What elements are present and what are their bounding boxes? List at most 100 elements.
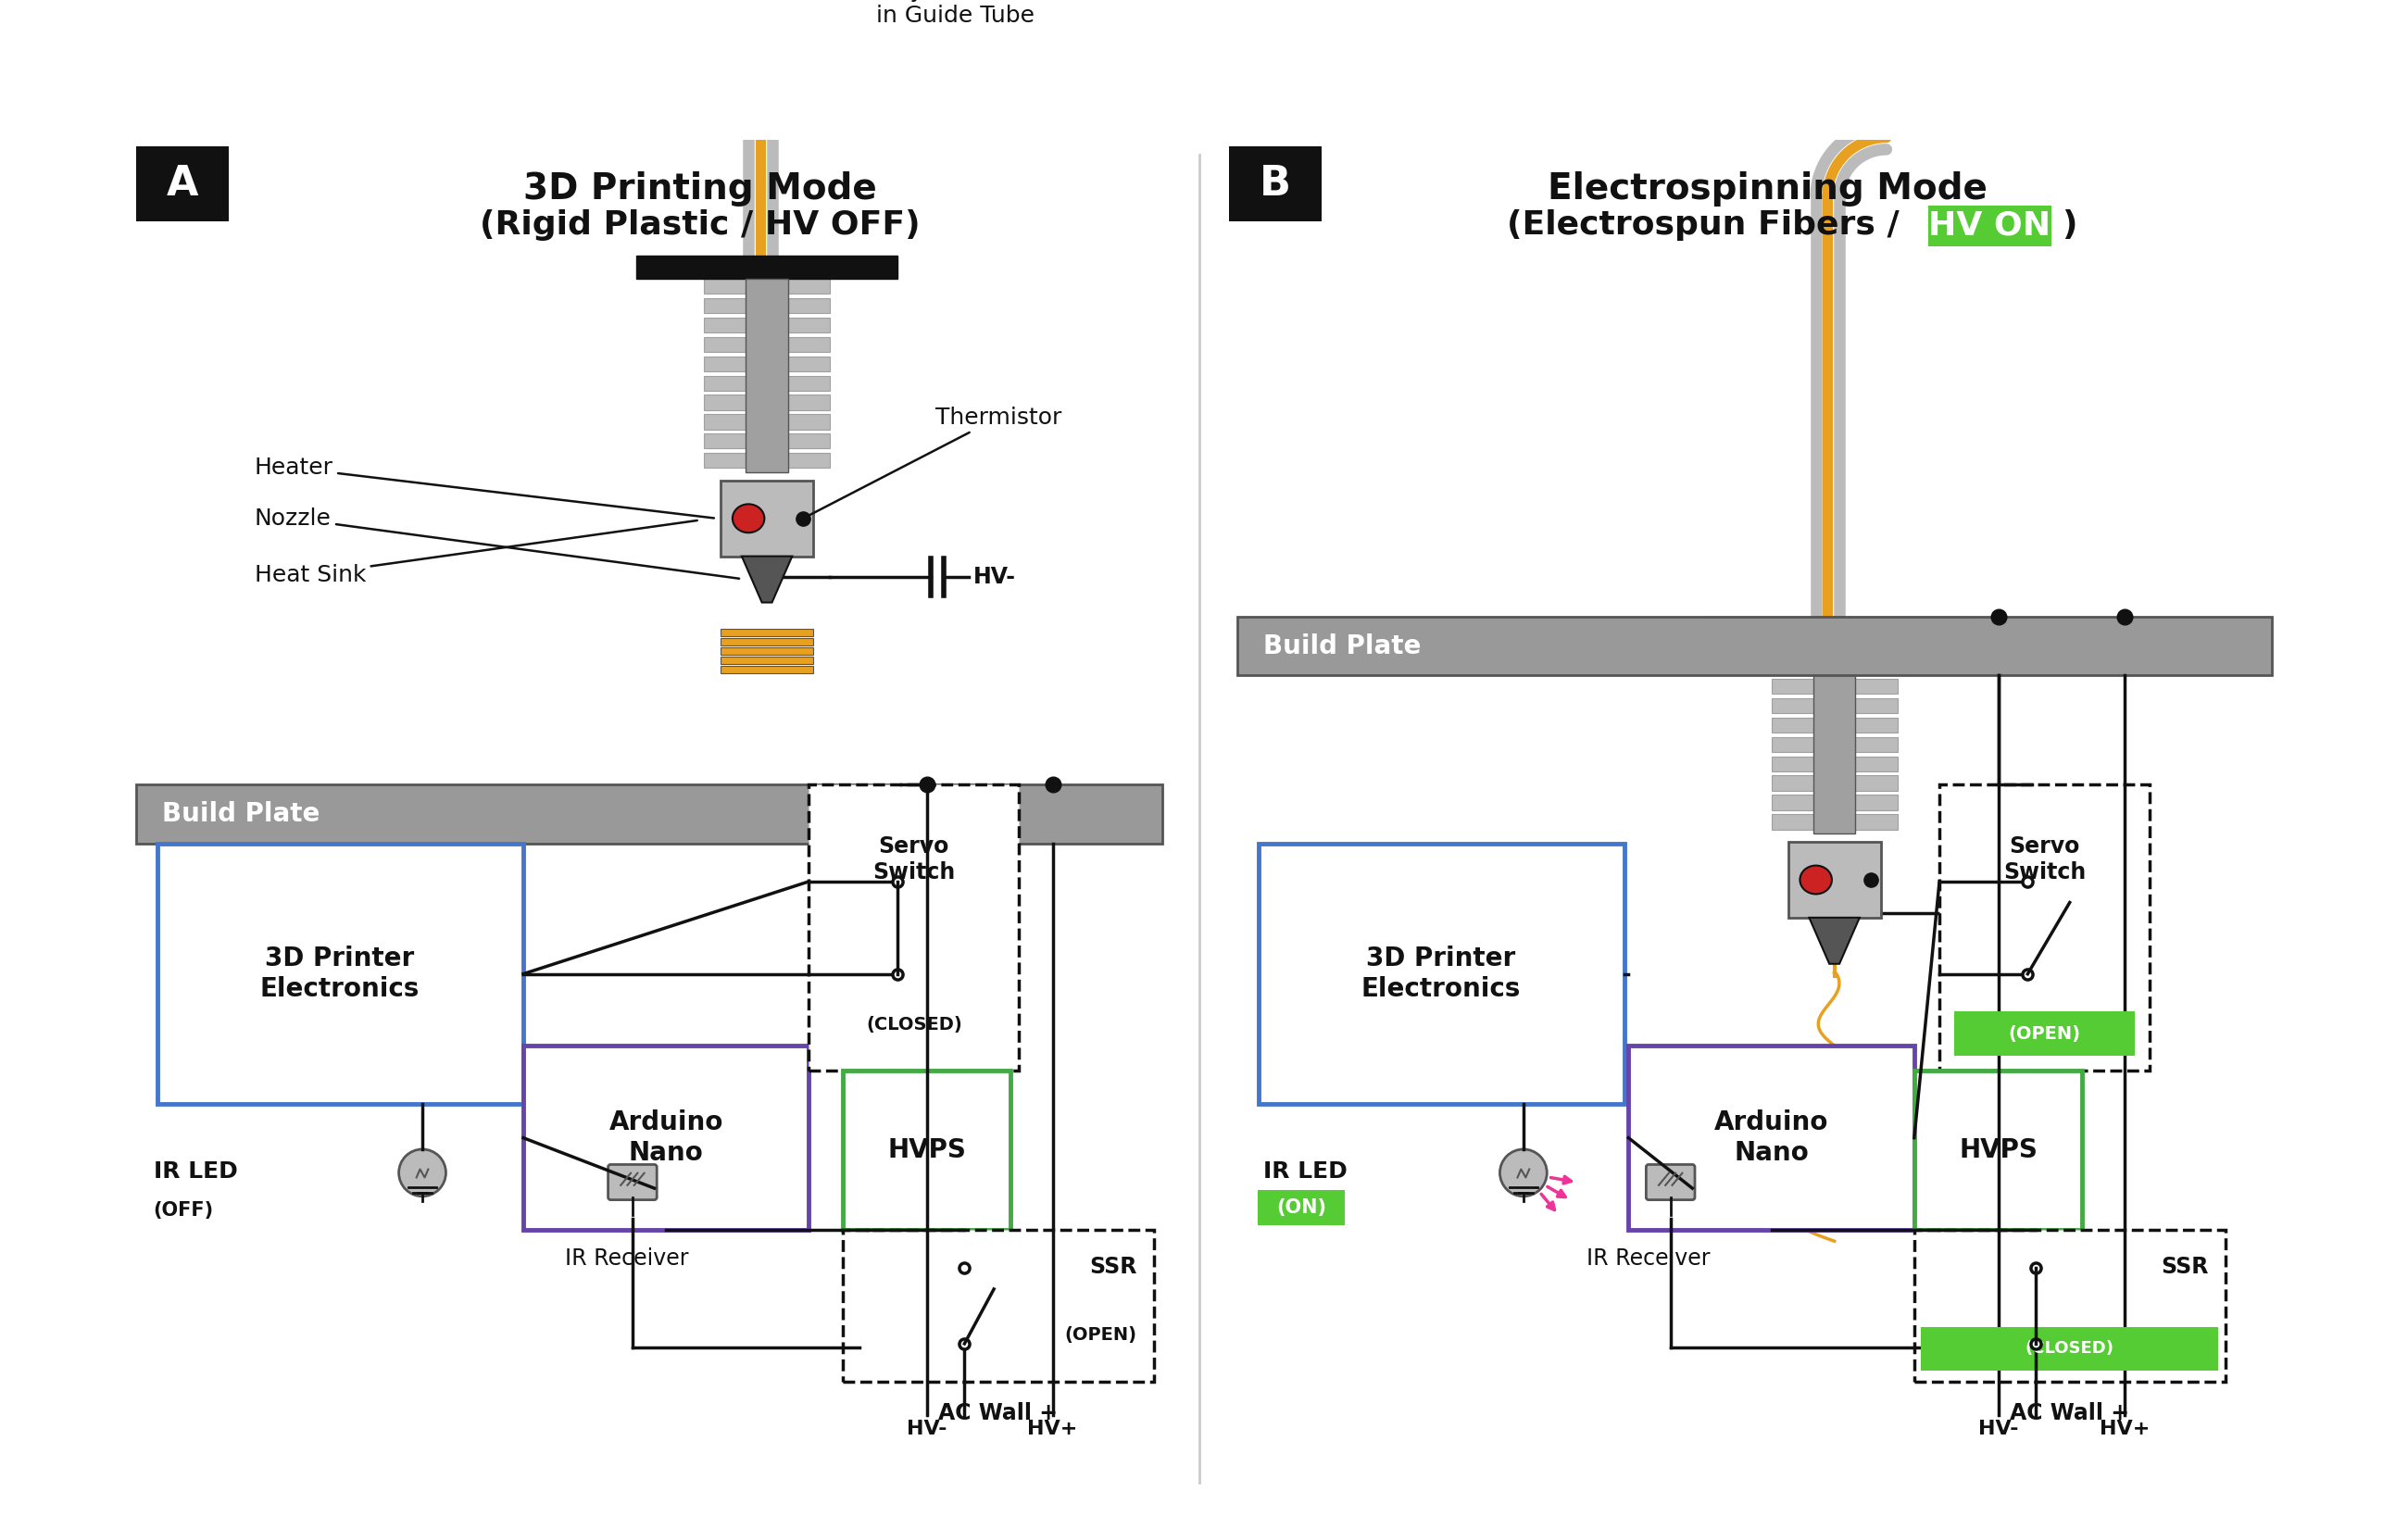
Text: Electrospinning Mode: Electrospinning Mode	[1548, 171, 1987, 206]
Text: Servo
Switch: Servo Switch	[2003, 835, 2085, 884]
Text: HV+: HV+	[1028, 1419, 1079, 1437]
Bar	[1789, 841, 1881, 917]
Text: SSR: SSR	[1088, 1255, 1137, 1278]
FancyBboxPatch shape	[1929, 206, 2052, 246]
Text: HV ON: HV ON	[1929, 211, 2052, 241]
Text: Servo
Switch: Servo Switch	[872, 835, 956, 884]
Text: Polymer Filament
in Guide Tube: Polymer Filament in Guide Tube	[877, 0, 1076, 27]
FancyBboxPatch shape	[1914, 1231, 2225, 1381]
Text: IR Receiver: IR Receiver	[1587, 1248, 1710, 1269]
Text: B: B	[1259, 164, 1291, 203]
Bar	[720, 647, 814, 655]
Text: 3D Printer
Electronics: 3D Printer Electronics	[1361, 946, 1522, 1002]
Bar	[703, 279, 831, 294]
FancyBboxPatch shape	[1955, 1011, 2133, 1055]
Text: Thermistor: Thermistor	[804, 406, 1062, 517]
Bar	[636, 255, 898, 279]
Text: (Electrospun Fibers /: (Electrospun Fibers /	[1507, 209, 1910, 241]
Text: SSR: SSR	[2160, 1255, 2208, 1278]
Text: IR Receiver: IR Receiver	[566, 1248, 689, 1269]
FancyBboxPatch shape	[1922, 1326, 2218, 1370]
Bar	[1772, 737, 1898, 752]
FancyBboxPatch shape	[809, 785, 1019, 1070]
Text: HVPS: HVPS	[886, 1137, 966, 1163]
Text: IR LED: IR LED	[1262, 1160, 1346, 1182]
FancyBboxPatch shape	[609, 1164, 657, 1199]
Bar	[703, 414, 831, 429]
Bar	[1772, 717, 1898, 732]
Bar	[703, 376, 831, 391]
Bar	[1813, 640, 1857, 834]
Ellipse shape	[732, 505, 763, 532]
Ellipse shape	[1799, 866, 1832, 894]
Text: 3D Printing Mode: 3D Printing Mode	[523, 171, 877, 206]
Polygon shape	[1808, 917, 1859, 964]
Bar	[720, 656, 814, 664]
Bar	[1772, 659, 1898, 675]
Text: Nozzle: Nozzle	[255, 508, 739, 579]
Bar	[1705, 617, 1965, 640]
FancyBboxPatch shape	[1938, 785, 2150, 1070]
Bar	[1772, 776, 1898, 791]
FancyBboxPatch shape	[1647, 1164, 1695, 1199]
Text: (OPEN): (OPEN)	[2008, 1025, 2081, 1043]
Text: Heater: Heater	[255, 456, 713, 518]
Text: (CLOSED): (CLOSED)	[867, 1016, 963, 1032]
Bar	[137, 785, 1163, 844]
Bar	[1772, 756, 1898, 772]
Text: HV-: HV-	[1977, 1419, 2018, 1437]
FancyBboxPatch shape	[1628, 1046, 1914, 1231]
Text: HV-: HV-	[973, 565, 1016, 588]
Bar	[720, 629, 814, 637]
Text: AC Wall +: AC Wall +	[939, 1402, 1057, 1425]
Text: (ON): (ON)	[1276, 1198, 1327, 1217]
Text: Heat Sink: Heat Sink	[255, 520, 698, 585]
FancyBboxPatch shape	[1257, 1190, 1346, 1225]
Bar	[703, 453, 831, 468]
Text: ): )	[2061, 209, 2076, 241]
FancyBboxPatch shape	[523, 1046, 809, 1231]
Bar	[703, 434, 831, 449]
Bar	[703, 299, 831, 314]
Text: (Rigid Plastic / HV OFF): (Rigid Plastic / HV OFF)	[479, 209, 920, 241]
Text: Build Plate: Build Plate	[161, 802, 320, 828]
Bar	[720, 638, 814, 646]
Text: HV+: HV+	[2100, 1419, 2150, 1437]
Circle shape	[1500, 1149, 1546, 1196]
Text: (OFF): (OFF)	[154, 1201, 214, 1219]
Bar	[720, 481, 814, 556]
Bar	[720, 666, 814, 673]
Circle shape	[400, 1149, 445, 1196]
FancyBboxPatch shape	[157, 844, 523, 1104]
Bar	[703, 394, 831, 409]
Text: HV-: HV-	[905, 1419, 946, 1437]
Bar	[703, 356, 831, 371]
Text: 3D Printer
Electronics: 3D Printer Electronics	[260, 946, 419, 1002]
Bar	[703, 337, 831, 352]
FancyBboxPatch shape	[843, 1231, 1153, 1381]
Bar	[1772, 814, 1898, 829]
Text: AC Wall +: AC Wall +	[2011, 1402, 2129, 1425]
Bar	[137, 146, 229, 221]
Bar	[703, 317, 831, 332]
Text: HV-: HV-	[2049, 902, 2090, 925]
Text: Arduino
Nano: Arduino Nano	[609, 1110, 722, 1166]
Bar	[1238, 617, 2271, 676]
Text: (OPEN): (OPEN)	[1064, 1326, 1137, 1345]
Bar	[1772, 640, 1898, 655]
Text: Build Plate: Build Plate	[1262, 634, 1421, 659]
Bar	[1228, 146, 1322, 221]
Bar	[1772, 699, 1898, 714]
Bar	[1772, 794, 1898, 810]
Bar	[1772, 679, 1898, 694]
FancyBboxPatch shape	[1259, 844, 1625, 1104]
Text: Arduino
Nano: Arduino Nano	[1714, 1110, 1828, 1166]
Polygon shape	[742, 556, 792, 602]
Text: HVPS: HVPS	[1960, 1137, 2037, 1163]
Text: (CLOSED): (CLOSED)	[2025, 1340, 2114, 1357]
Text: A: A	[166, 164, 200, 203]
FancyBboxPatch shape	[843, 1070, 1011, 1231]
FancyBboxPatch shape	[1914, 1070, 2083, 1231]
Bar	[746, 279, 787, 471]
Text: IR LED: IR LED	[154, 1160, 238, 1182]
